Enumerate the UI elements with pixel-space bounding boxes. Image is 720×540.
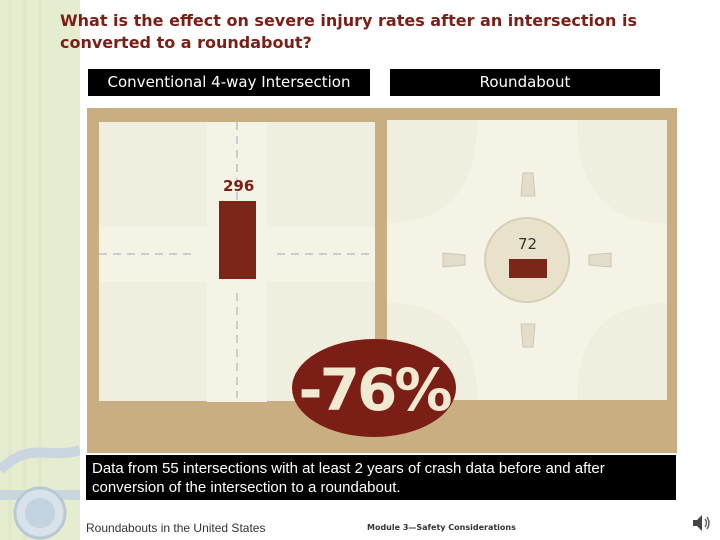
percent-change-label: -76% (299, 356, 452, 424)
roundabout-header: Roundabout (390, 69, 660, 96)
data-caption: Data from 55 intersections with at least… (86, 455, 676, 500)
footer-course-title: Roundabouts in the United States (86, 521, 266, 535)
slide-title: What is the effect on severe injury rate… (60, 11, 637, 52)
speaker-icon[interactable] (690, 512, 712, 534)
conventional-header: Conventional 4-way Intersection (88, 69, 370, 96)
roundabout-decoration (0, 0, 80, 540)
percent-change-badge: -76% (292, 339, 456, 437)
roundabout-value-label: 72 (518, 235, 538, 253)
bar-conventional (219, 201, 256, 279)
bar-roundabout (509, 259, 547, 278)
conventional-value-label: 296 (223, 177, 255, 195)
footer-module: Module 3—Safety Considerations (367, 523, 516, 532)
